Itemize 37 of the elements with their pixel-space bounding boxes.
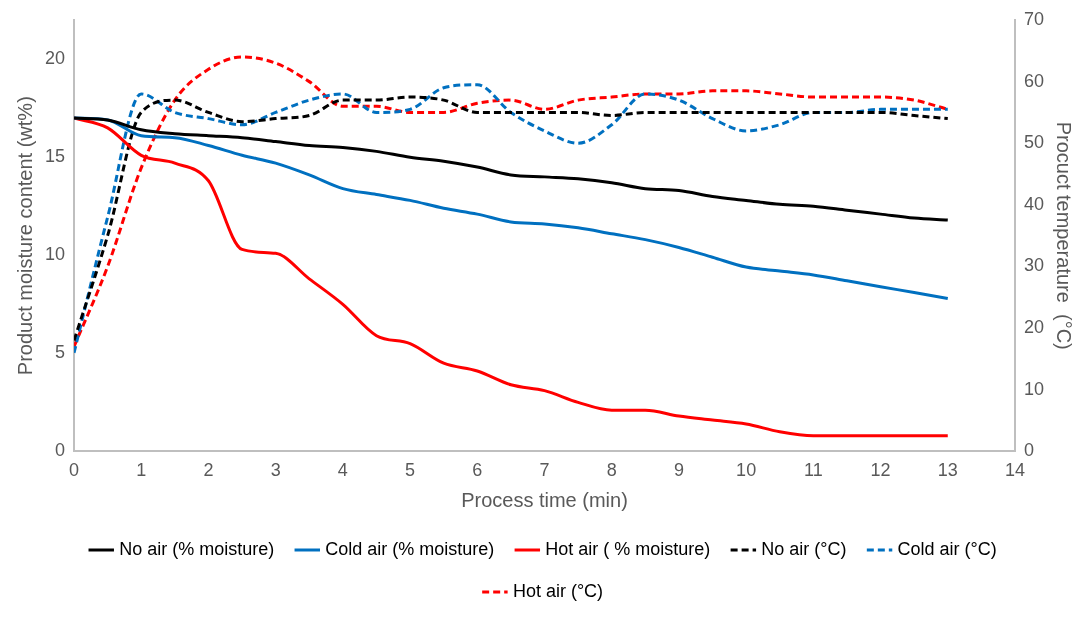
- x-tick-label: 12: [870, 460, 891, 481]
- legend-label: Cold air (°C): [897, 538, 997, 559]
- x-tick-label: 5: [405, 460, 416, 481]
- x-tick-label: 8: [606, 460, 617, 481]
- x-tick-label: 6: [472, 460, 483, 481]
- y2-tick-label: 30: [1023, 255, 1045, 276]
- x-tick-label: 9: [673, 460, 684, 481]
- y2-tick-label: 0: [1023, 440, 1034, 461]
- x-tick-label: 4: [337, 460, 348, 481]
- y-tick-label: 20: [44, 48, 66, 69]
- x-tick-label: 14: [1004, 460, 1025, 481]
- y-tick-label: 0: [55, 440, 66, 461]
- legend-label: Hot air ( % moisture): [545, 538, 711, 559]
- legend-label: No air (% moisture): [119, 538, 275, 559]
- x-tick-label: 3: [270, 460, 281, 481]
- y-axis-title: Product moisture content (wt%): [13, 96, 36, 376]
- y2-tick-label: 20: [1023, 317, 1045, 338]
- x-tick-label: 11: [804, 460, 823, 481]
- x-tick-label: 1: [136, 460, 147, 481]
- legend-label: Cold air (% moisture): [325, 538, 495, 559]
- legend-label: Hot air (°C): [512, 580, 604, 601]
- x-tick-label: 13: [937, 460, 958, 481]
- y2-tick-label: 60: [1023, 70, 1045, 91]
- x-tick-label: 7: [539, 460, 550, 481]
- y-tick-label: 10: [44, 244, 66, 265]
- y2-tick-label: 10: [1023, 378, 1045, 399]
- y-tick-label: 15: [44, 146, 66, 167]
- y2-tick-label: 70: [1023, 8, 1045, 29]
- y-tick-label: 5: [55, 342, 66, 363]
- y2-axis-title: Procuct temperature (°C): [1053, 121, 1076, 350]
- legend-label: No air (°C): [761, 538, 847, 559]
- x-tick-label: 0: [69, 460, 80, 481]
- x-tick-label: 2: [203, 460, 214, 481]
- y2-tick-label: 50: [1023, 132, 1045, 153]
- x-axis-title: Process time (min): [461, 488, 628, 511]
- x-tick-label: 10: [736, 460, 757, 481]
- y2-tick-label: 40: [1023, 193, 1045, 214]
